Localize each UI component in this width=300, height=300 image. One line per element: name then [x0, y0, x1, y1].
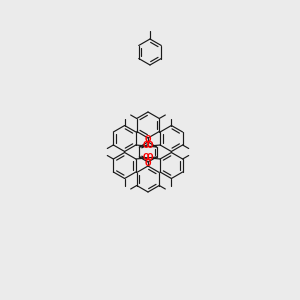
Text: O: O — [146, 142, 153, 151]
Text: O: O — [146, 154, 153, 163]
Text: O: O — [145, 160, 151, 169]
Text: O: O — [145, 136, 151, 145]
Text: O: O — [143, 142, 149, 151]
Text: O: O — [143, 154, 149, 163]
